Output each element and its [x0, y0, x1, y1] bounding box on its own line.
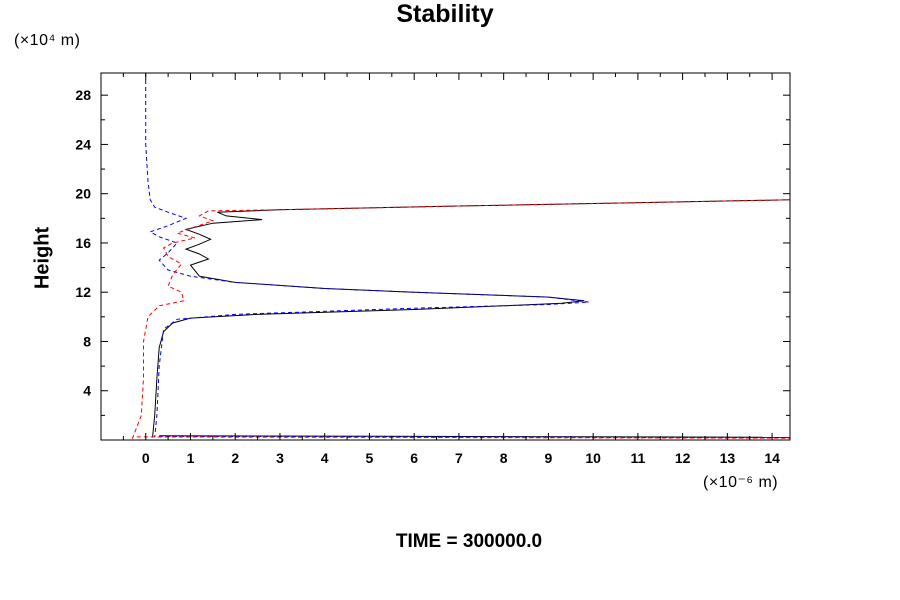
x-tick-label: 3 [276, 450, 284, 466]
series-line-1 [145, 73, 589, 438]
x-tick-label: 12 [675, 450, 691, 466]
series-line-2 [131, 199, 791, 439]
series-line-0 [152, 199, 791, 438]
x-tick-label: 7 [455, 450, 463, 466]
x-tick-label: 6 [410, 450, 418, 466]
x-tick-label: 5 [366, 450, 374, 466]
x-tick-label: 0 [142, 450, 150, 466]
series-line-5 [136, 436, 791, 439]
series-line-3 [159, 435, 791, 438]
y-tick-label: 8 [83, 333, 91, 349]
y-tick-label: 28 [75, 87, 91, 103]
x-tick-label: 9 [545, 450, 553, 466]
x-tick-label: 8 [500, 450, 508, 466]
x-tick-label: 11 [630, 450, 645, 466]
plot-frame [100, 72, 791, 441]
time-footer: TIME = 300000.0 [395, 531, 543, 552]
x-tick-label: 1 [187, 450, 195, 466]
chart-title: Stability [396, 0, 494, 28]
x-tick-label: 13 [720, 450, 736, 466]
series-layer [131, 73, 791, 439]
y-tick-label: 24 [75, 136, 91, 152]
y-tick-label: 16 [75, 235, 91, 251]
x-tick-label: 10 [585, 450, 601, 466]
x-tick-label: 2 [231, 450, 239, 466]
y-tick-label: 20 [75, 186, 91, 202]
y-tick-label: 4 [83, 383, 91, 399]
x-axis-unit: (×10⁻⁶ m) [703, 474, 779, 491]
y-tick-label: 12 [75, 284, 91, 300]
x-tick-label: 14 [764, 450, 780, 466]
x-tick-label: 4 [321, 450, 329, 466]
y-axis-unit: (×10⁴ m) [14, 32, 81, 49]
